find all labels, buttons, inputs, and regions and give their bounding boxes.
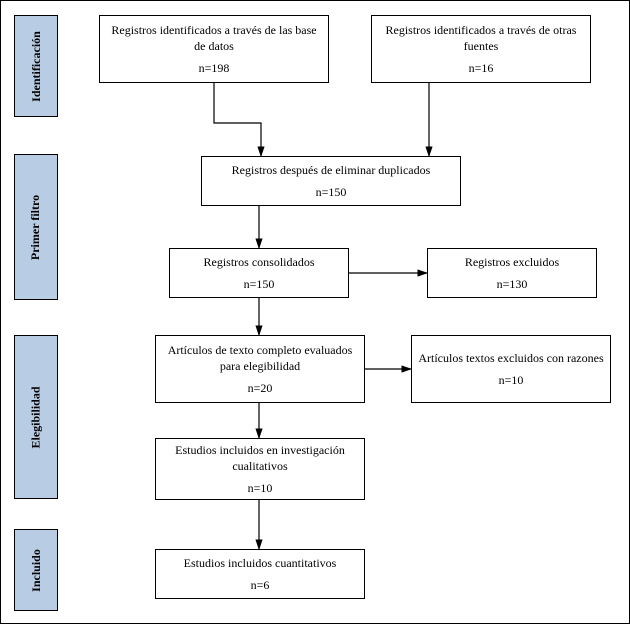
stage-elegibilidad: Elegibilidad xyxy=(14,335,58,499)
arrow-db-to-dedup xyxy=(214,83,261,156)
box-consolidated: Registros consolidados n=150 xyxy=(169,248,349,298)
box-label: Estudios incluidos en investigación cual… xyxy=(162,442,358,474)
box-count: n=16 xyxy=(469,60,494,76)
box-quantitative: Estudios incluidos cuantitativos n=6 xyxy=(155,549,365,599)
box-label: Registros consolidados xyxy=(204,254,315,270)
box-count: n=150 xyxy=(244,276,275,292)
box-label: Artículos textos excluidos con razones xyxy=(418,350,603,366)
box-excluded-2: Artículos textos excluidos con razones n… xyxy=(411,335,611,403)
stage-label-text: Elegibilidad xyxy=(29,386,44,448)
box-label: Registros después de eliminar duplicados xyxy=(232,162,431,178)
box-dedup: Registros después de eliminar duplicados… xyxy=(201,156,461,206)
box-count: n=6 xyxy=(251,577,270,593)
box-label: Estudios incluidos cuantitativos xyxy=(184,555,337,571)
box-count: n=198 xyxy=(199,60,230,76)
box-fulltext: Artículos de texto completo evaluados pa… xyxy=(155,335,365,403)
box-other-records: Registros identificados a través de otra… xyxy=(371,15,591,83)
box-label: Artículos de texto completo evaluados pa… xyxy=(162,342,358,374)
stage-incluido: Incluido xyxy=(14,529,58,611)
box-count: n=130 xyxy=(497,276,528,292)
box-count: n=10 xyxy=(248,480,273,496)
box-label: Registros identificados a través de las … xyxy=(106,22,322,54)
box-label: Registros identificados a través de otra… xyxy=(378,22,584,54)
box-count: n=10 xyxy=(499,372,524,388)
box-excluded-1: Registros excluidos n=130 xyxy=(427,248,597,298)
box-count: n=20 xyxy=(248,380,273,396)
flowchart-canvas: Identificación Primer filtro Elegibilida… xyxy=(0,0,630,624)
box-db-records: Registros identificados a través de las … xyxy=(99,15,329,83)
stage-primer-filtro: Primer filtro xyxy=(14,154,58,300)
box-label: Registros excluidos xyxy=(465,254,559,270)
box-count: n=150 xyxy=(316,184,347,200)
arrows-layer xyxy=(1,1,630,625)
stage-label-text: Incluido xyxy=(29,549,44,592)
stage-label-text: Primer filtro xyxy=(29,194,44,259)
stage-identificacion: Identificación xyxy=(14,15,58,117)
box-qualitative: Estudios incluidos en investigación cual… xyxy=(155,438,365,500)
stage-label-text: Identificación xyxy=(29,31,44,102)
